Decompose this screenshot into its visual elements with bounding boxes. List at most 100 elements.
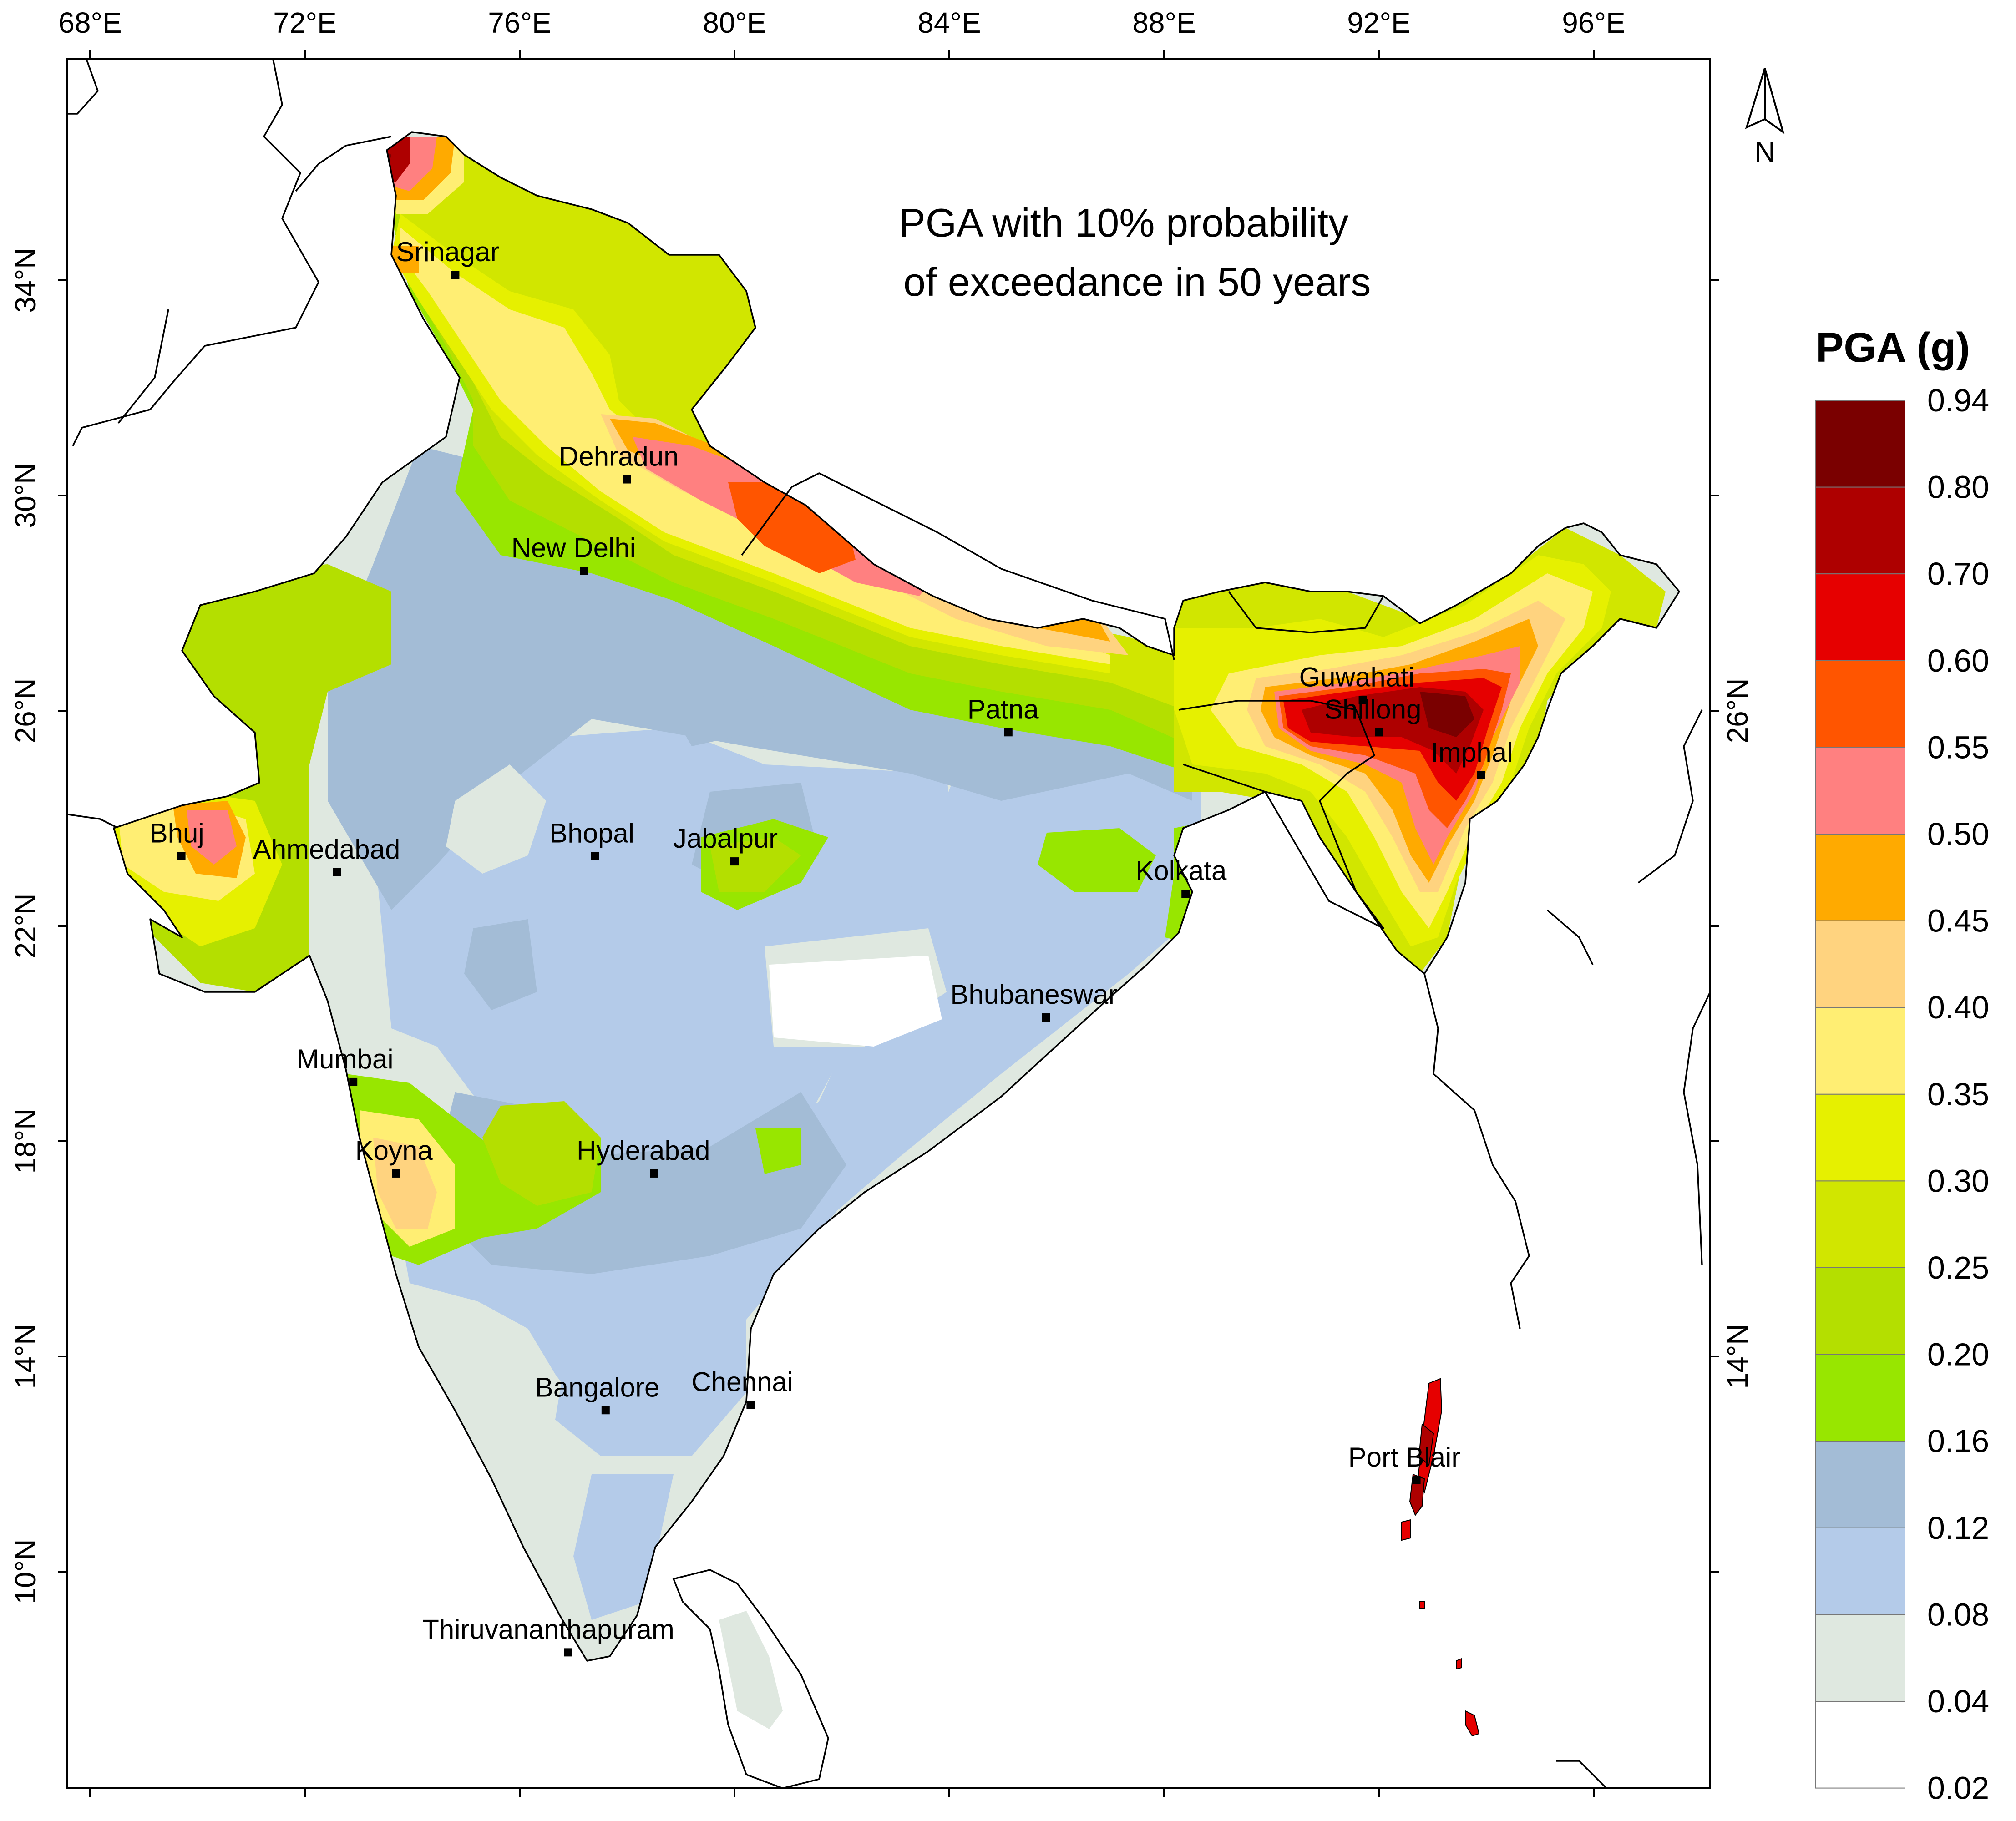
legend-color-box [1815,1441,1905,1528]
lat-tick-label-right: 26°N [1721,678,1754,744]
city-label: Ahmedabad [253,834,400,865]
india-outline [113,131,1680,1662]
city-marker [564,1648,572,1657]
map-title-line2: of exceedance in 50 years [903,259,1371,304]
city-label: New Delhi [512,533,636,563]
city-marker [1004,728,1013,737]
city-label: Guwahati [1299,662,1414,692]
lon-tick-label: 92°E [1347,6,1410,39]
map-frame [66,58,1711,1789]
city-label: Shillong [1324,694,1422,724]
city-marker [1375,728,1383,737]
legend-color-box [1815,1701,1905,1789]
city-marker [580,567,588,575]
legend-break-label: 0.45 [1927,903,1989,939]
city-label: Kolkata [1135,855,1227,886]
city-marker [1477,771,1485,779]
legend-break-label: 0.25 [1927,1250,1989,1285]
city-label: Port Blair [1348,1442,1461,1472]
lat-tick-label-left: 34°N [9,248,42,313]
north-arrow: N [1745,68,1785,168]
city-marker [730,857,739,866]
city-marker [392,1169,400,1178]
city-label: Bhopal [549,818,634,848]
legend-break-label: 0.04 [1927,1684,1989,1719]
legend-break-label: 0.20 [1927,1337,1989,1372]
lon-tick-label: 72°E [273,6,336,39]
lon-tick-label: 76°E [488,6,551,39]
legend-break-label: 0.94 [1927,383,1989,418]
city-marker [1042,1013,1050,1022]
legend-break-label: 0.55 [1927,729,1989,765]
legend-break-label: 0.35 [1927,1077,1989,1112]
map-title-line1: PGA with 10% probability [899,200,1348,245]
lon-tick-label: 96°E [1562,6,1625,39]
legend-color-box [1815,573,1905,661]
legend-break-label: 0.30 [1927,1163,1989,1199]
city-marker [1412,1476,1421,1484]
city-marker [349,1077,358,1086]
legend-color-box [1815,486,1905,575]
city-label: Jabalpur [673,823,778,854]
pga-legend: PGA (g) 0.94 0.80 0.70 0.60 0.55 0.50 0.45 0.40… [1815,324,1989,1806]
city-marker [650,1169,658,1178]
city-label: Hyderabad [577,1135,710,1166]
city-label: Bangalore [535,1372,660,1402]
lat-tick-label-right: 14°N [1721,1324,1754,1389]
legend-color-bar [1815,400,1905,1789]
legend-title: PGA (g) [1816,324,1970,371]
lon-tick-label: 88°E [1132,6,1195,39]
city-marker [591,852,599,860]
city-marker [623,475,631,484]
legend-break-label: 0.60 [1927,643,1989,678]
legend-break-label: 0.12 [1927,1510,1989,1546]
city-label: Patna [967,694,1039,724]
sri-lanka-hazard-zone [719,1611,783,1729]
legend-color-box [1815,660,1905,748]
city-label: Thiruvananthapuram [422,1614,674,1644]
city-marker [746,1401,755,1409]
city-label: Dehradun [559,441,679,472]
andaman-islands [1401,1378,1480,1737]
lat-tick-label-left: 14°N [9,1324,42,1389]
legend-break-label: 0.40 [1927,990,1989,1025]
lat-tick-label-left: 10°N [9,1539,42,1604]
city-label: Bhuj [150,818,204,848]
city-markers: Srinagar Dehradun New Delhi Patna GuwahatiSh… [150,237,1513,1657]
lon-tick-label: 80°E [703,6,766,39]
city-marker [1181,890,1190,898]
bhutan-border [1228,591,1384,633]
lat-tick-label-left: 18°N [9,1109,42,1174]
legend-break-label: 0.02 [1927,1770,1989,1806]
legend-break-label: 0.08 [1927,1597,1989,1632]
city-label: Imphal [1431,737,1513,768]
city-label: Mumbai [296,1044,393,1074]
bangladesh-border [1178,700,1384,929]
city-label: Bhubaneswar [950,979,1117,1010]
north-label: N [1754,135,1775,168]
city-marker [1358,696,1367,704]
lat-tick-label-left: 26°N [9,678,42,744]
legend-color-box [1815,1180,1905,1268]
legend-color-box [1815,920,1905,1008]
city-marker [177,852,186,860]
legend-color-box [1815,834,1905,921]
lon-tick-label: 84°E [917,6,981,39]
legend-color-box [1815,400,1905,488]
lat-tick-label-left: 30°N [9,463,42,528]
city-marker [333,868,341,876]
lon-tick-label: 68°E [58,6,122,39]
legend-break-label: 0.80 [1927,470,1989,505]
city-marker [451,271,460,279]
legend-color-box [1815,1007,1905,1095]
city-label: Srinagar [396,237,499,267]
legend-color-box [1815,1354,1905,1442]
city-label: Chennai [691,1366,793,1397]
legend-break-labels: 0.94 0.80 0.70 0.60 0.55 0.50 0.45 0.40 0.35 0.30… [1927,383,1989,1806]
legend-break-label: 0.16 [1927,1423,1989,1459]
legend-break-label: 0.70 [1927,556,1989,592]
neighbor-borders [68,59,1710,1788]
city-label: Koyna [355,1135,433,1166]
legend-color-box [1815,1614,1905,1702]
